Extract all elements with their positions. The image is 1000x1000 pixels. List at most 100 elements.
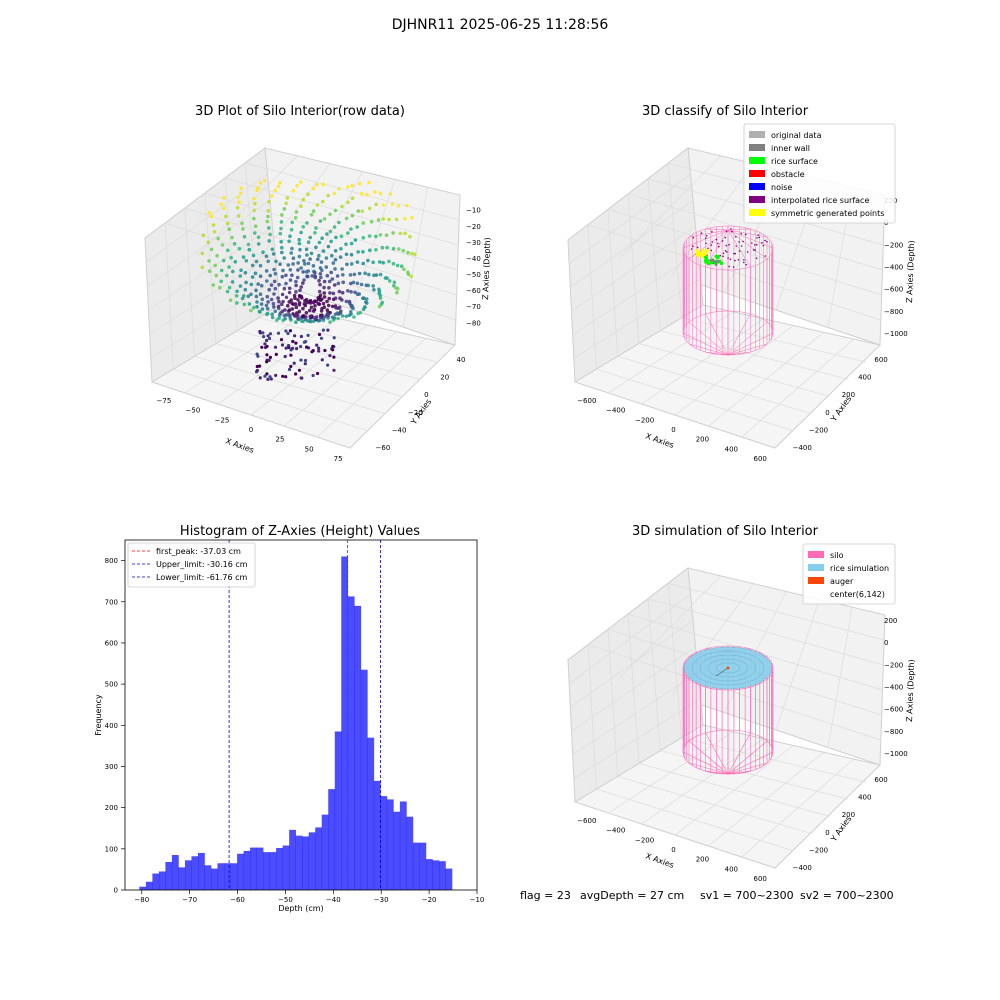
panel2-z-tick: −1000 (884, 330, 908, 338)
point-cloud-dot (284, 201, 289, 206)
point-cloud-dot (335, 274, 340, 278)
silo-floor-line (727, 321, 768, 356)
point-cloud-dot (390, 202, 395, 206)
point-cloud-dot (233, 260, 238, 264)
point-cloud-dot (306, 261, 311, 266)
legend-label: silo (830, 551, 844, 560)
point-cloud-dot (294, 305, 299, 310)
point-cloud-dot (255, 305, 259, 309)
point-cloud-dot (308, 308, 312, 313)
panel3-title: Histogram of Z-Axies (Height) Values (179, 524, 421, 539)
point-cloud-dot (405, 203, 409, 208)
point-cloud-dot (341, 280, 346, 285)
panel3-histogram: −80 −70 −60 −50 −40 −30 −20 −10 0 100 200 300 400 50… (94, 539, 484, 913)
point-cloud-dot (221, 258, 226, 263)
point-cloud-dot (327, 286, 331, 290)
point-cloud-dot (238, 284, 243, 288)
point-cloud-dot (391, 231, 395, 235)
silo-roof-line (688, 229, 729, 238)
point-cloud-dot (326, 303, 331, 308)
point-cloud-dot (367, 272, 371, 277)
interpolated-surface-point (728, 243, 730, 246)
point-cloud-dot (264, 303, 269, 308)
point-cloud-dot (303, 362, 307, 366)
point-cloud-dot (252, 208, 256, 213)
interpolated-surface-point (738, 241, 740, 243)
point-cloud-dot (397, 247, 401, 251)
point-cloud-dot (277, 316, 281, 320)
symmetric-point (703, 251, 708, 256)
histogram-bar (237, 853, 244, 890)
point-cloud-dot (251, 253, 256, 258)
point-cloud-dot (387, 259, 391, 264)
point-cloud-dot (241, 227, 245, 231)
interpolated-surface-point (711, 241, 714, 243)
panel1-3d-raw-plot: −75 −50 −25 0 25 50 75 −60 −40 −20 0 20 40 −10 −20 −3… (143, 147, 492, 463)
rice-surface-contour (707, 658, 749, 678)
panel4-z-tick: −800 (884, 728, 903, 736)
point-cloud-dot (398, 231, 403, 236)
histogram-bar (360, 669, 368, 890)
point-cloud-dot (288, 268, 293, 272)
panel2-x-tick: 400 (725, 445, 738, 453)
point-cloud-dot (385, 276, 389, 280)
interpolated-surface-point (721, 240, 724, 242)
point-cloud-dot (294, 210, 299, 214)
histogram-bar (263, 852, 270, 890)
point-cloud-dot (313, 231, 317, 235)
point-cloud-dot (297, 294, 302, 298)
interpolated-surface-point (740, 245, 743, 247)
panel2-y-tick: 200 (842, 391, 855, 399)
point-cloud-dot (326, 244, 331, 249)
point-cloud-dot (295, 347, 299, 351)
point-cloud-dot (340, 267, 344, 271)
legend-swatch (749, 209, 765, 216)
histogram-bar (399, 801, 407, 890)
histogram-bar (158, 871, 166, 890)
point-cloud-dot (254, 288, 258, 293)
point-cloud-dot (396, 204, 401, 208)
point-cloud-dot (246, 242, 251, 247)
point-cloud-dot (344, 252, 349, 257)
point-cloud-dot (359, 282, 364, 287)
point-cloud-dot (276, 184, 281, 189)
point-cloud-dot (358, 181, 362, 186)
point-cloud-dot (306, 274, 310, 279)
point-cloud-dot (256, 242, 261, 246)
legend-frame (802, 543, 896, 605)
interpolated-surface-point (735, 236, 737, 238)
point-cloud-dot (267, 287, 272, 292)
point-cloud-dot (282, 256, 287, 260)
point-cloud-dot (316, 257, 320, 262)
point-cloud-dot (333, 296, 338, 301)
point-cloud-dot (378, 272, 383, 277)
point-cloud-dot (320, 236, 324, 240)
point-cloud-dot (317, 253, 321, 258)
point-cloud-dot (265, 311, 270, 316)
histogram-bar (419, 842, 427, 890)
grid-line (402, 187, 428, 328)
point-cloud-dot (252, 216, 256, 221)
point-cloud-dot (311, 309, 316, 313)
point-cloud-dot (283, 308, 287, 312)
interpolated-surface-point (728, 265, 730, 268)
histogram-bar (393, 811, 401, 890)
point-cloud-dot (344, 299, 349, 304)
figure-title: DJHNR11 2025-06-25 11:28:56 (391, 17, 609, 33)
point-cloud-dot (356, 250, 361, 254)
point-cloud-dot (366, 283, 371, 288)
point-cloud-dot (296, 261, 300, 265)
point-cloud-dot (265, 338, 269, 343)
point-cloud-dot (249, 292, 253, 297)
point-cloud-dot (317, 278, 321, 283)
legend-label: Upper_limit: -30.16 cm (156, 560, 248, 569)
silo-roof-line (727, 229, 768, 238)
point-cloud-dot (251, 305, 256, 310)
point-cloud-dot (336, 306, 341, 311)
point-cloud-dot (219, 268, 224, 273)
point-cloud-dot (265, 294, 270, 299)
histogram-bar (380, 796, 388, 890)
point-cloud-dot (265, 372, 269, 376)
point-cloud-dot (316, 371, 320, 376)
point-cloud-dot (313, 304, 317, 308)
